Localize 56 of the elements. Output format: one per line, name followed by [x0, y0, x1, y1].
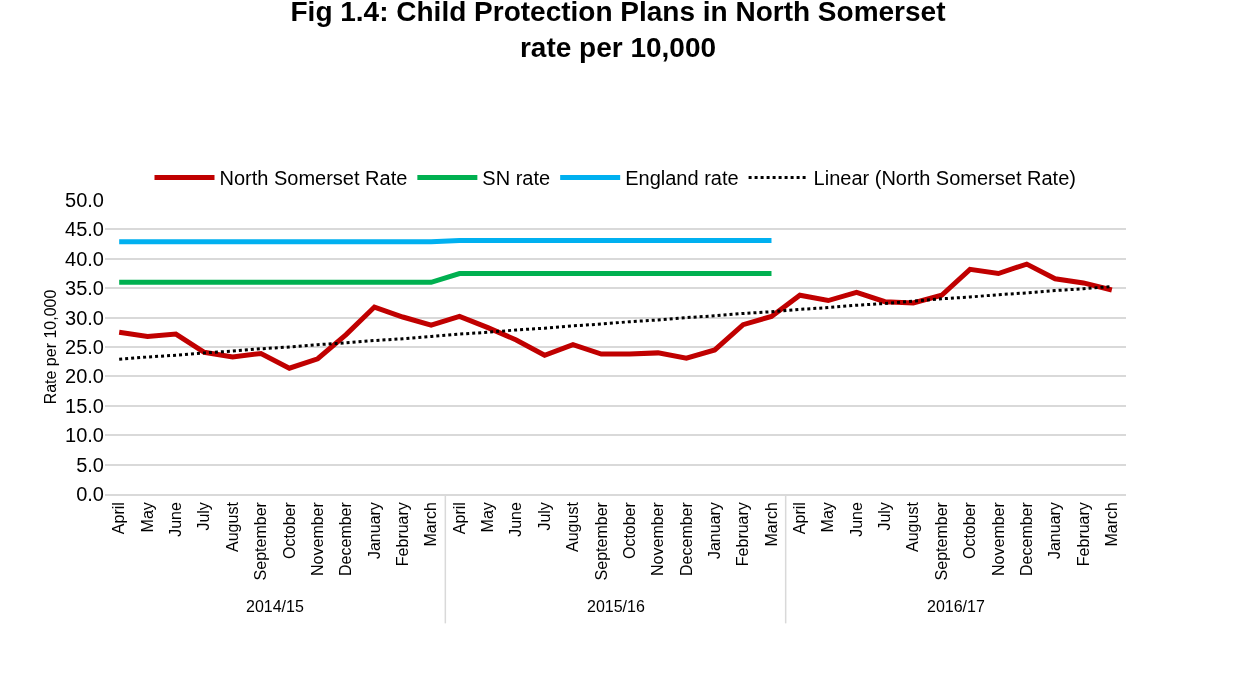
x-tick-label: March [1103, 502, 1121, 547]
x-tick-label: November [989, 501, 1007, 576]
x-tick-label: August [564, 501, 582, 552]
x-tick-label: October [280, 501, 298, 560]
x-tick-label: August [904, 501, 922, 552]
y-tick-label: 40.0 [65, 247, 104, 270]
x-tick-label: April [450, 502, 468, 535]
chart-title: Fig 1.4: Child Protection Plans in North Somerset rate per 10,000 [290, 0, 946, 63]
text: 2015/16 [587, 598, 645, 615]
y-tick-label: 45.0 [65, 218, 104, 241]
x-tick-label: March [762, 502, 780, 547]
legend-label: North Somerset Rate [219, 167, 408, 190]
x-tick-label: September [932, 501, 950, 581]
x-tick-label: January [365, 502, 383, 560]
text: 2016/17 [927, 598, 985, 615]
x-tick-label: November [308, 501, 326, 576]
y-tick-label: 30.0 [65, 306, 104, 329]
x-tick-label: January [705, 502, 723, 560]
x-tick-label: July [195, 502, 213, 531]
x-tick-label: April [110, 502, 128, 535]
y-tick-label: 25.0 [65, 336, 104, 358]
x-tick-label: May [479, 502, 497, 533]
x-tick-label: June [167, 502, 185, 537]
x-tick-label: February [1074, 502, 1092, 567]
x-tick-label: April [791, 502, 809, 535]
text: 2014/15 [246, 598, 304, 615]
x-tick-label: June [507, 502, 525, 537]
x-tick-label: March [422, 502, 440, 547]
y-tick-label: 20.0 [65, 365, 104, 388]
legend-label: England rate [625, 167, 739, 190]
x-tick-label: December [337, 501, 355, 576]
y-tick-label: 0.0 [76, 483, 104, 505]
y-tick-label: 15.0 [65, 394, 104, 417]
x-tick-label: October [961, 501, 979, 560]
x-tick-label: October [620, 501, 638, 560]
x-tick-label: December [1017, 501, 1035, 576]
x-tick-label: August [223, 501, 241, 552]
x-tick-label: February [393, 502, 411, 567]
legend-label: SN rate [482, 167, 551, 190]
x-tick-label: September [252, 501, 270, 581]
y-tick-label: 35.0 [65, 277, 104, 300]
x-tick-label: December [677, 501, 695, 576]
y-axis-title: Rate per 10,000 [41, 289, 59, 405]
x-tick-label: November [649, 501, 667, 576]
y-tick-label: 10.0 [65, 424, 104, 447]
y-tick-label: 5.0 [76, 453, 104, 476]
x-tick-label: July [876, 502, 894, 531]
x-tick-label: February [734, 502, 752, 567]
y-tick-label: 50.0 [65, 189, 104, 211]
x-tick-label: June [847, 502, 865, 537]
x-tick-label: May [138, 502, 156, 533]
x-tick-label: July [535, 502, 553, 531]
x-tick-label: January [1046, 502, 1064, 560]
legend-label: Linear (North Somerset Rate) [813, 167, 1076, 190]
x-tick-label: May [819, 502, 837, 533]
x-tick-label: September [592, 501, 610, 581]
